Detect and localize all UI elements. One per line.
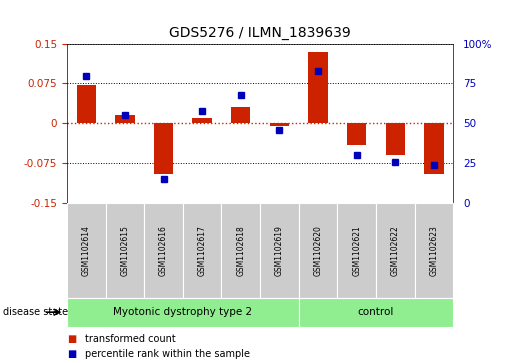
Text: GSM1102621: GSM1102621 [352,225,361,276]
Bar [386,123,405,155]
Bar [308,52,328,123]
Bar [154,123,173,174]
Text: ■: ■ [67,334,76,344]
Text: transformed count: transformed count [85,334,176,344]
Bar [67,203,106,298]
Text: GSM1102622: GSM1102622 [391,225,400,276]
Bar [106,203,144,298]
Text: GSM1102623: GSM1102623 [430,225,438,276]
Bar [337,203,376,298]
Bar [299,203,337,298]
Bar [376,203,415,298]
Bar [77,85,96,123]
Text: GSM1102620: GSM1102620 [314,225,322,276]
Text: GSM1102614: GSM1102614 [82,225,91,276]
Bar [221,203,260,298]
Text: GSM1102618: GSM1102618 [236,225,245,276]
Bar [115,115,134,123]
Bar [144,203,183,298]
Bar [347,123,366,145]
Bar [231,107,250,123]
Title: GDS5276 / ILMN_1839639: GDS5276 / ILMN_1839639 [169,26,351,40]
Bar [415,203,453,298]
Text: GSM1102615: GSM1102615 [121,225,129,276]
Text: control: control [358,307,394,317]
Text: percentile rank within the sample: percentile rank within the sample [85,349,250,359]
Bar [260,203,299,298]
Text: GSM1102616: GSM1102616 [159,225,168,276]
Text: Myotonic dystrophy type 2: Myotonic dystrophy type 2 [113,307,252,317]
Bar [67,298,299,327]
Text: disease state: disease state [3,307,67,317]
Bar [193,118,212,123]
Text: GSM1102619: GSM1102619 [275,225,284,276]
Bar [424,123,443,174]
Bar [299,298,453,327]
Bar [270,123,289,126]
Text: GSM1102617: GSM1102617 [198,225,207,276]
Bar [183,203,221,298]
Text: ■: ■ [67,349,76,359]
